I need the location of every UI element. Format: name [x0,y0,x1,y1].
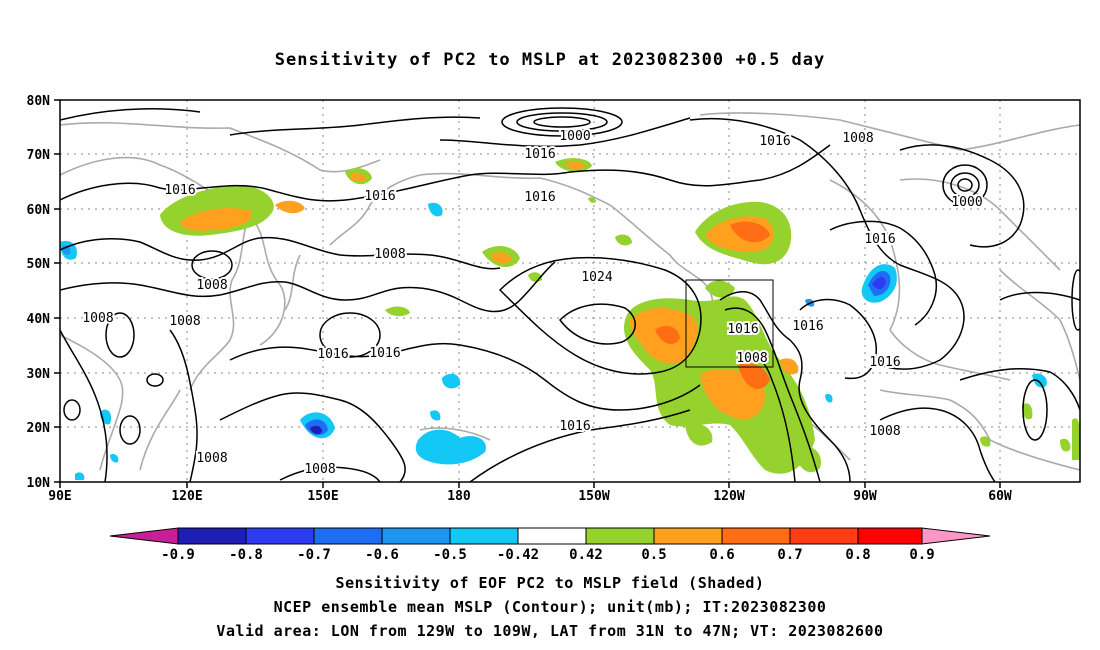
contour-label: 1008 [304,462,335,477]
lon-tick-label: 120W [713,489,744,504]
lon-tick-label: 90E [48,489,71,504]
contour-label: 1016 [317,347,348,362]
colorbar-cell [313,527,383,545]
colorbar-cell [381,527,451,545]
caption-line-2: NCEP ensemble mean MSLP (Contour); unit(… [273,598,827,616]
colorbar-cell [857,527,923,545]
lat-tick-label: 50N [27,257,51,272]
colorbar-cell [721,527,791,545]
contour-label: 1016 [524,190,555,205]
colorbar-high-tip [921,527,991,545]
colorbar-label: 0.42 [569,547,603,563]
colorbar-cells [177,527,923,545]
lon-tick-label: 90W [853,489,877,504]
lon-tick-label: 150E [307,489,338,504]
contour-label: 1024 [581,270,612,285]
colorbar: -0.9 -0.8 -0.7 -0.6 -0.5 -0.42 0.42 0.5 … [109,527,991,563]
colorbar-label: -0.42 [497,547,539,563]
map-title: Sensitivity of PC2 to MSLP at 2023082300… [274,50,826,70]
contour-label: 1016 [864,232,895,247]
colorbar-cell [177,527,247,545]
colorbar-labels: -0.9 -0.8 -0.7 -0.6 -0.5 -0.42 0.42 0.5 … [161,547,935,563]
colorbar-label: 0.6 [709,547,734,563]
contour-label: 1016 [792,319,823,334]
contour-label: 1016 [759,134,790,149]
lon-tick-label: 180 [447,489,471,504]
colorbar-cell [585,527,655,545]
lon-tick-label: 60W [988,489,1012,504]
contour-label: 1016 [164,183,195,198]
contour-label: 1008 [196,278,227,293]
colorbar-label: -0.7 [297,547,331,563]
contour-label: 1008 [169,314,200,329]
colorbar-label: -0.9 [161,547,195,563]
contour-label: 1008 [196,451,227,466]
colorbar-label: -0.8 [229,547,263,563]
contour-label: 1016 [369,346,400,361]
longitude-labels: 90E 120E 150E 180 150W 120W 90W 60W [48,489,1012,504]
contour-label: 1008 [842,131,873,146]
contour-label: 1016 [559,419,590,434]
contour-label: 1008 [374,247,405,262]
colorbar-cell [789,527,859,545]
contour-label: 1008 [82,311,113,326]
contour-label: 1016 [364,189,395,204]
lat-tick-label: 30N [27,367,51,382]
colorbar-cell [449,527,519,545]
colorbar-cell [517,527,587,545]
caption-line-3: Valid area: LON from 129W to 109W, LAT f… [216,622,884,640]
contour-label: 1016 [727,322,758,337]
lat-tick-label: 10N [27,476,51,491]
plot-frame [59,99,1081,483]
lat-tick-label: 60N [27,203,51,218]
map-plot-area: 1000 1016 1016 1008 1016 1016 1016 1008 … [60,100,1080,482]
colorbar-label: 0.8 [845,547,870,563]
valid-area-box [685,279,774,368]
colorbar-label: 0.5 [641,547,666,563]
colorbar-low-tip [109,527,179,545]
lat-tick-label: 20N [27,421,51,436]
colorbar-cell [245,527,315,545]
lon-tick-label: 120E [171,489,202,504]
colorbar-label: 0.9 [909,547,934,563]
tick-marks [54,99,1001,488]
colorbar-label: -0.6 [365,547,399,563]
contour-label: 1000 [951,195,982,210]
lat-tick-label: 40N [27,312,51,327]
contour-label: 1000 [559,129,590,144]
latitude-labels: 80N 70N 60N 50N 40N 30N 20N 10N [27,94,51,491]
contour-label: 1008 [736,351,767,366]
lon-tick-label: 150W [578,489,609,504]
contour-label: 1016 [869,355,900,370]
colorbar-label: 0.7 [777,547,802,563]
colorbar-cell [653,527,723,545]
lat-tick-label: 80N [27,94,51,109]
colorbar-label: -0.5 [433,547,467,563]
caption-line-1: Sensitivity of EOF PC2 to MSLP field (Sh… [335,574,765,592]
lat-tick-label: 70N [27,148,51,163]
mslp-contours [60,107,1080,482]
contour-labels: 1000 1016 1016 1008 1016 1016 1016 1008 … [80,127,984,479]
contour-label: 1008 [869,424,900,439]
contour-label: 1016 [524,147,555,162]
